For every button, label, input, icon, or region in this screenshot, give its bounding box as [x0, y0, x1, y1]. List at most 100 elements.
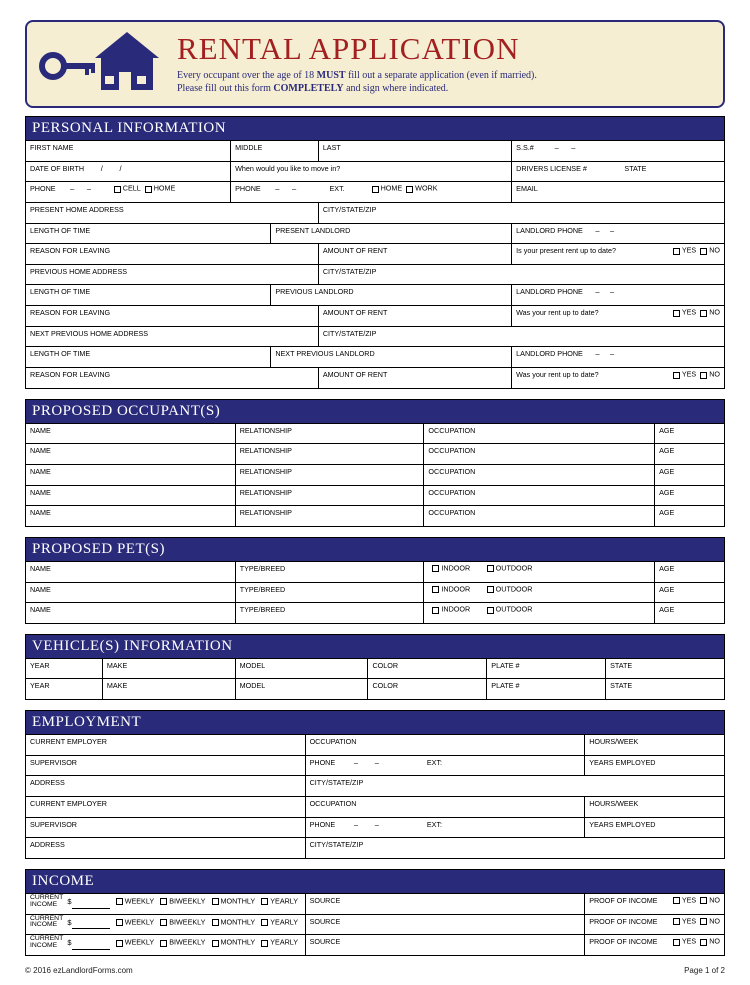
income-source[interactable]: SOURCE: [305, 935, 585, 956]
occupant-age[interactable]: AGE: [655, 485, 725, 506]
checkbox-no[interactable]: [700, 310, 707, 317]
field-present-addr[interactable]: PRESENT HOME ADDRESS: [26, 202, 319, 223]
checkbox-weekly[interactable]: [116, 940, 123, 947]
field-middle[interactable]: MIDDLE: [231, 141, 319, 162]
field-llphone2[interactable]: LANDLORD PHONE – –: [512, 285, 725, 306]
checkbox-indoor[interactable]: [432, 565, 439, 572]
occupant-relationship[interactable]: RELATIONSHIP: [235, 444, 424, 465]
pet-type[interactable]: TYPE/BREED: [235, 582, 424, 603]
checkbox-yes[interactable]: [673, 372, 680, 379]
checkbox-yes[interactable]: [673, 248, 680, 255]
pet-name[interactable]: NAME: [26, 603, 236, 624]
emp-years[interactable]: YEARS EMPLOYED: [585, 817, 725, 838]
occupant-occupation[interactable]: OCCUPATION: [424, 464, 655, 485]
occupant-age[interactable]: AGE: [655, 444, 725, 465]
emp-csz[interactable]: CITY/STATE/ZIP: [305, 838, 724, 859]
income-amount[interactable]: CURRENTINCOME $ WEEKLY BIWEEKLY MONTHLY …: [26, 893, 306, 914]
occupant-occupation[interactable]: OCCUPATION: [424, 485, 655, 506]
pet-type[interactable]: TYPE/BREED: [235, 561, 424, 582]
checkbox-yes[interactable]: [673, 918, 680, 925]
occupant-name[interactable]: NAME: [26, 464, 236, 485]
field-next-prev-addr[interactable]: NEXT PREVIOUS HOME ADDRESS: [26, 326, 319, 347]
checkbox-no[interactable]: [700, 897, 707, 904]
emp-occupation[interactable]: OCCUPATION: [305, 797, 585, 818]
field-csz3[interactable]: CITY/STATE/ZIP: [318, 326, 724, 347]
emp-address[interactable]: ADDRESS: [26, 838, 306, 859]
occupant-occupation[interactable]: OCCUPATION: [424, 506, 655, 527]
vehicle-year[interactable]: YEAR: [26, 679, 103, 700]
field-dob[interactable]: DATE OF BIRTH / /: [26, 161, 231, 182]
checkbox-monthly[interactable]: [212, 940, 219, 947]
checkbox-no[interactable]: [700, 372, 707, 379]
occupant-age[interactable]: AGE: [655, 423, 725, 444]
occupant-age[interactable]: AGE: [655, 506, 725, 527]
checkbox-monthly[interactable]: [212, 898, 219, 905]
field-llphone1[interactable]: LANDLORD PHONE – –: [512, 223, 725, 244]
checkbox-outdoor[interactable]: [487, 565, 494, 572]
checkbox-yes[interactable]: [673, 310, 680, 317]
pet-age[interactable]: AGE: [655, 603, 725, 624]
income-source[interactable]: SOURCE: [305, 893, 585, 914]
field-next-prev-landlord[interactable]: NEXT PREVIOUS LANDLORD: [271, 347, 512, 368]
vehicle-color[interactable]: COLOR: [368, 658, 487, 679]
pet-type[interactable]: TYPE/BREED: [235, 603, 424, 624]
checkbox-no[interactable]: [700, 248, 707, 255]
field-move-in[interactable]: When would you like to move in?: [231, 161, 512, 182]
emp-supervisor[interactable]: SUPERVISOR: [26, 755, 306, 776]
income-amount[interactable]: CURRENTINCOME $ WEEKLY BIWEEKLY MONTHLY …: [26, 935, 306, 956]
vehicle-model[interactable]: MODEL: [235, 679, 368, 700]
vehicle-plate[interactable]: PLATE #: [487, 658, 606, 679]
field-prev-landlord[interactable]: PREVIOUS LANDLORD: [271, 285, 512, 306]
emp-employer[interactable]: CURRENT EMPLOYER: [26, 797, 306, 818]
checkbox-home1[interactable]: [145, 186, 152, 193]
field-reason1[interactable]: REASON FOR LEAVING: [26, 244, 319, 265]
checkbox-outdoor[interactable]: [487, 607, 494, 614]
checkbox-yearly[interactable]: [261, 898, 268, 905]
checkbox-biweekly[interactable]: [160, 898, 167, 905]
field-first-name[interactable]: FIRST NAME: [26, 141, 231, 162]
pet-name[interactable]: NAME: [26, 582, 236, 603]
occupant-relationship[interactable]: RELATIONSHIP: [235, 423, 424, 444]
vehicle-year[interactable]: YEAR: [26, 658, 103, 679]
vehicle-plate[interactable]: PLATE #: [487, 679, 606, 700]
field-email[interactable]: EMAIL: [512, 182, 725, 203]
pet-age[interactable]: AGE: [655, 561, 725, 582]
checkbox-no[interactable]: [700, 918, 707, 925]
emp-occupation[interactable]: OCCUPATION: [305, 735, 585, 756]
occupant-name[interactable]: NAME: [26, 444, 236, 465]
occupant-occupation[interactable]: OCCUPATION: [424, 423, 655, 444]
vehicle-make[interactable]: MAKE: [102, 658, 235, 679]
field-csz2[interactable]: CITY/STATE/ZIP: [318, 264, 724, 285]
field-csz1[interactable]: CITY/STATE/ZIP: [318, 202, 724, 223]
field-phone2[interactable]: PHONE – – EXT. HOMEWORK: [231, 182, 512, 203]
emp-phone[interactable]: PHONE – – EXT:: [305, 755, 585, 776]
checkbox-yearly[interactable]: [261, 919, 268, 926]
occupant-name[interactable]: NAME: [26, 506, 236, 527]
field-reason2[interactable]: REASON FOR LEAVING: [26, 306, 319, 327]
emp-employer[interactable]: CURRENT EMPLOYER: [26, 735, 306, 756]
emp-csz[interactable]: CITY/STATE/ZIP: [305, 776, 724, 797]
checkbox-indoor[interactable]: [432, 586, 439, 593]
field-present-landlord[interactable]: PRESENT LANDLORD: [271, 223, 512, 244]
field-reason3[interactable]: REASON FOR LEAVING: [26, 368, 319, 389]
vehicle-color[interactable]: COLOR: [368, 679, 487, 700]
vehicle-model[interactable]: MODEL: [235, 658, 368, 679]
occupant-relationship[interactable]: RELATIONSHIP: [235, 464, 424, 485]
checkbox-yes[interactable]: [673, 897, 680, 904]
income-source[interactable]: SOURCE: [305, 914, 585, 935]
field-amount2[interactable]: AMOUNT OF RENT: [318, 306, 511, 327]
field-phone1[interactable]: PHONE – – CELLHOME: [26, 182, 231, 203]
checkbox-home2[interactable]: [372, 186, 379, 193]
emp-supervisor[interactable]: SUPERVISOR: [26, 817, 306, 838]
emp-address[interactable]: ADDRESS: [26, 776, 306, 797]
emp-years[interactable]: YEARS EMPLOYED: [585, 755, 725, 776]
checkbox-no[interactable]: [700, 939, 707, 946]
checkbox-weekly[interactable]: [116, 919, 123, 926]
field-amount3[interactable]: AMOUNT OF RENT: [318, 368, 511, 389]
checkbox-work[interactable]: [406, 186, 413, 193]
checkbox-monthly[interactable]: [212, 919, 219, 926]
emp-hours[interactable]: HOURS/WEEK: [585, 797, 725, 818]
occupant-relationship[interactable]: RELATIONSHIP: [235, 506, 424, 527]
field-lot3[interactable]: LENGTH OF TIME: [26, 347, 271, 368]
occupant-name[interactable]: NAME: [26, 423, 236, 444]
